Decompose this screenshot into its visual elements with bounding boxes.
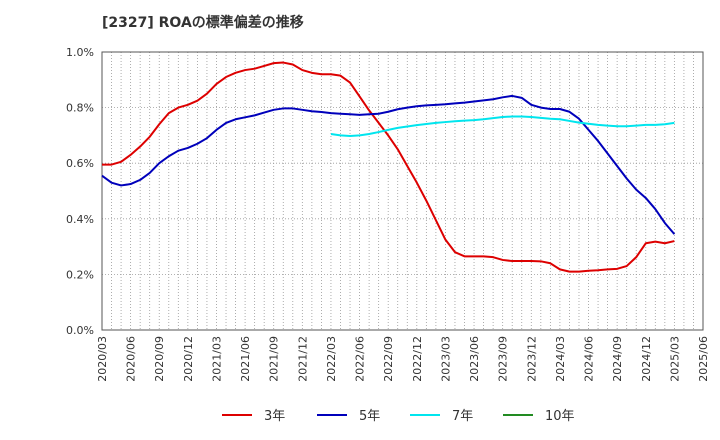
x-tick-label: 2020/09 [153, 336, 166, 382]
x-tick-label: 2022/12 [411, 336, 424, 382]
x-tick-label: 2025/03 [668, 336, 681, 382]
x-tick-label: 2020/12 [182, 336, 195, 382]
series-line-7年 [330, 115, 675, 137]
legend-label: 7年 [452, 409, 473, 424]
y-tick-label: 0.2% [66, 268, 94, 281]
x-tick-label: 2023/12 [525, 336, 538, 382]
y-tick-label: 1.0% [66, 46, 94, 59]
x-tick-label: 2022/03 [325, 336, 338, 382]
x-tick-label: 2022/09 [382, 336, 395, 382]
y-tick-label: 0.0% [66, 324, 94, 337]
plot-frame [101, 51, 704, 331]
x-tick-label: 2025/06 [697, 336, 710, 382]
x-tick-label: 2020/06 [125, 336, 138, 382]
x-tick-label: 2024/09 [611, 336, 624, 382]
legend-label: 10年 [545, 409, 575, 424]
series-lines [101, 61, 676, 273]
x-tick-label: 2024/06 [583, 336, 596, 382]
x-tick-label: 2021/12 [296, 336, 309, 382]
legend-label: 3年 [264, 409, 285, 424]
grid [101, 51, 704, 331]
y-tick-label: 0.6% [66, 157, 94, 170]
axes: 0.0% 0.2% 0.4% 0.6% 0.8% 1.0% 2020/03 2020/06 20… [66, 46, 710, 382]
series-line-3年 [102, 61, 675, 273]
chart-title: [2327] ROAの標準偏差の推移 [102, 14, 304, 31]
legend-label: 5年 [359, 409, 380, 424]
x-tick-label: 2021/09 [268, 336, 281, 382]
y-tick-label: 0.8% [66, 102, 94, 115]
x-tick-label: 2023/06 [468, 336, 481, 382]
x-tick-label: 2024/12 [640, 336, 653, 382]
x-tick-label: 2023/03 [439, 336, 452, 382]
series-line-5年 [101, 94, 676, 235]
x-tick-label: 2022/06 [354, 336, 367, 382]
x-tick-label: 2020/03 [96, 336, 109, 382]
x-tick-label: 2023/09 [497, 336, 510, 382]
y-tick-label: 0.4% [66, 213, 94, 226]
x-tick-label: 2024/03 [554, 336, 567, 382]
x-tick-label: 2021/06 [239, 336, 252, 382]
x-tick-label: 2021/03 [210, 336, 223, 382]
legend: 3年 5年 7年 10年 [222, 409, 575, 424]
